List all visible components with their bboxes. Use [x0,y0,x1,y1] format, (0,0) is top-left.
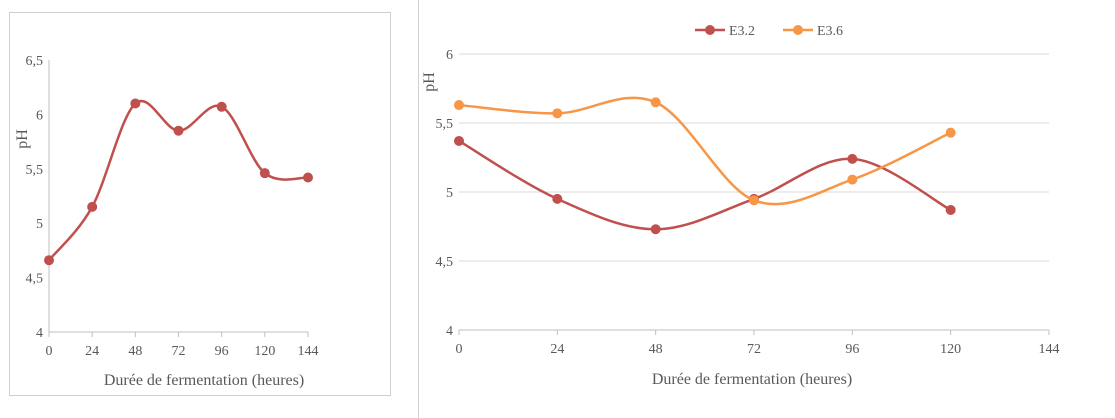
legend-label-2: E3.6 [817,24,843,39]
left-x-axis-title: Durée de fermentation (heures) [104,372,304,389]
right-data-point [454,100,464,111]
right-data-point [650,97,661,108]
left-data-point [87,201,98,212]
right-x-tick-label: 144 [1039,342,1060,357]
right-y-tick-label: 4,5 [436,255,454,270]
chart-right-panel: 4 4,5 5 5,5 6 0 24 48 72 96 120 144 E3.2 E3.6 Durée… [418,0,1115,418]
right-series-line-1 [458,139,952,231]
right-data-point [749,195,759,206]
left-x-ticks: 0 24 48 72 96 120 144 [46,332,319,359]
left-y-axis-title: pH [14,129,31,149]
right-data-point [454,135,464,146]
right-x-tick-label: 24 [550,342,564,357]
right-x-ticks: 0 24 48 72 96 120 144 [456,330,1060,357]
right-y-tick-label: 5,5 [436,117,454,132]
right-series-group [454,96,956,235]
left-x-tick-label: 24 [85,344,99,359]
left-x-tick-label: 96 [215,344,229,359]
left-data-point [216,101,227,112]
left-series-line-1 [48,99,309,261]
left-data-point [303,172,313,183]
right-data-point [945,204,956,215]
legend-marker-2 [793,25,803,35]
chart-left-panel: 4 4,5 5 5,5 6 6,5 0 24 48 72 96 120 144 Durée de fe… [9,12,391,396]
right-x-tick-label: 72 [747,342,761,357]
right-y-tick-label: 4 [446,324,453,339]
left-x-tick-label: 72 [172,344,186,359]
left-data-point [259,168,270,179]
left-y-tick-label: 6,5 [26,54,44,69]
chart-left-svg: 4 4,5 5 5,5 6 6,5 0 24 48 72 96 120 144 Durée de fe… [14,54,319,389]
legend-marker-1 [705,25,715,35]
right-x-axis-title: Durée de fermentation (heures) [652,371,852,388]
left-x-tick-label: 48 [128,344,142,359]
right-gridlines [459,53,1049,262]
left-y-tick-label: 6 [36,108,43,123]
right-x-tick-label: 96 [845,342,859,357]
right-x-tick-label: 0 [456,342,463,357]
left-data-point [130,98,141,109]
right-y-ticks: 4 4,5 5 5,5 6 [436,48,454,339]
left-data-point [173,125,184,136]
left-data-point [44,255,54,266]
left-y-ticks: 4 4,5 5 5,5 6 6,5 [26,54,44,341]
right-y-tick-label: 6 [446,48,453,63]
right-y-axis-title: pH [421,72,438,92]
left-x-tick-label: 144 [298,344,319,359]
left-y-tick-label: 4 [36,326,43,341]
right-x-tick-label: 48 [649,342,663,357]
right-series-line-2 [458,96,952,206]
right-data-point [847,153,858,164]
right-data-point [552,193,563,204]
right-data-point [945,127,956,138]
right-data-point [650,224,661,235]
right-legend: E3.2 E3.6 [695,24,843,39]
right-data-point [552,108,563,119]
legend-label-1: E3.2 [729,24,755,39]
right-y-tick-label: 5 [446,186,453,201]
left-y-tick-label: 5,5 [26,163,44,178]
left-y-tick-label: 4,5 [26,272,44,287]
left-x-tick-label: 120 [254,344,275,359]
left-series-group [44,98,313,266]
left-x-tick-label: 0 [46,344,53,359]
left-y-tick-label: 5 [36,217,43,232]
right-x-tick-label: 120 [940,342,961,357]
right-data-point [847,174,858,185]
chart-right-svg: 4 4,5 5 5,5 6 0 24 48 72 96 120 144 E3.2 E3.6 Durée… [421,24,1060,388]
